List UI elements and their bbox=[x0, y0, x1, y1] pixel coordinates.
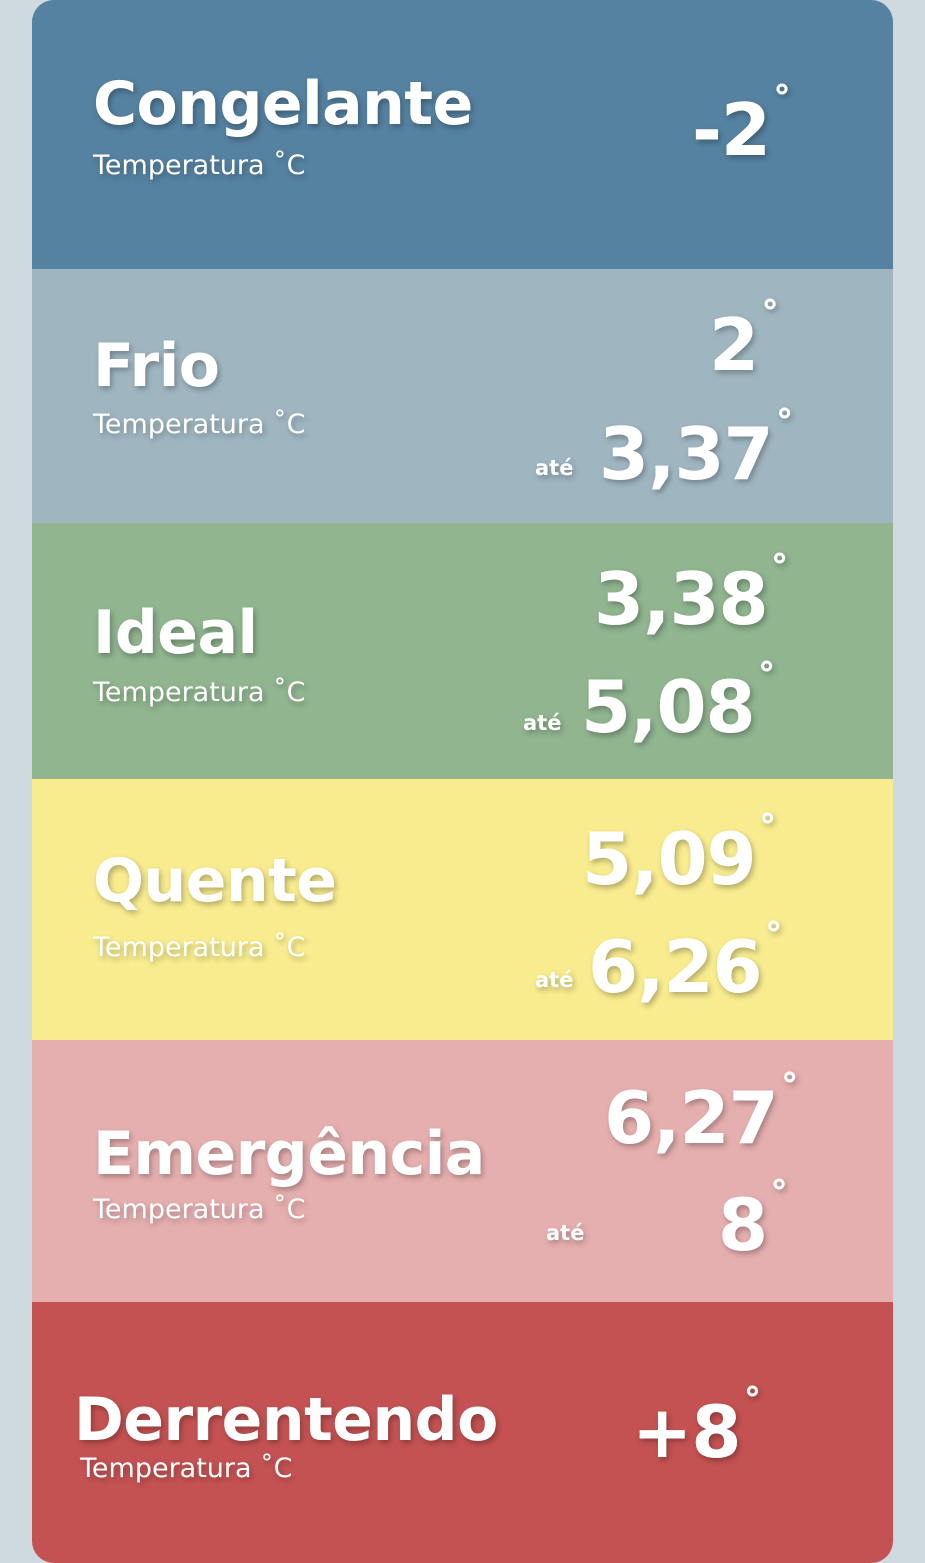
range-until-label: até bbox=[535, 456, 574, 480]
temperature-from: 3,38˚ bbox=[594, 552, 790, 641]
temperature-to: 8˚ bbox=[718, 1178, 789, 1267]
band-subtitle: Temperatura ˚C bbox=[93, 409, 306, 440]
band-subtitle: Temperatura ˚C bbox=[93, 932, 306, 963]
temperature-to: 3,37˚ bbox=[599, 407, 795, 496]
band-congelante: Congelante Temperatura ˚C -2˚ bbox=[32, 0, 893, 269]
band-subtitle: Temperatura ˚C bbox=[93, 677, 306, 708]
band-derrentendo: Derrentendo Temperatura ˚C +8˚ bbox=[32, 1302, 893, 1563]
band-title: Frio bbox=[93, 331, 220, 401]
range-until-label: até bbox=[523, 711, 562, 735]
temperature-scale-card: Congelante Temperatura ˚C -2˚ Frio Tempe… bbox=[32, 0, 893, 1563]
band-emergencia: Emergência Temperatura ˚C 6,27˚ até 8˚ bbox=[32, 1040, 893, 1302]
band-title: Congelante bbox=[93, 69, 473, 139]
temperature-to: 6,26˚ bbox=[588, 920, 784, 1009]
temperature-from: 6,27˚ bbox=[604, 1071, 800, 1160]
band-title: Quente bbox=[93, 846, 337, 916]
temperature-value: -2˚ bbox=[692, 83, 792, 172]
range-until-label: até bbox=[546, 1221, 585, 1245]
range-until-label: até bbox=[535, 968, 574, 992]
band-frio: Frio Temperatura ˚C 2˚ até 3,37˚ bbox=[32, 269, 893, 523]
temperature-to: 5,08˚ bbox=[581, 660, 777, 749]
band-title: Derrentendo bbox=[74, 1385, 498, 1455]
band-quente: Quente Temperatura ˚C 5,09˚ até 6,26˚ bbox=[32, 779, 893, 1040]
band-title: Ideal bbox=[93, 598, 258, 668]
band-subtitle: Temperatura ˚C bbox=[80, 1453, 293, 1484]
band-subtitle: Temperatura ˚C bbox=[93, 150, 306, 181]
temperature-value: +8˚ bbox=[632, 1385, 762, 1474]
temperature-from: 2˚ bbox=[709, 298, 780, 387]
temperature-from: 5,09˚ bbox=[582, 812, 778, 901]
band-ideal: Ideal Temperatura ˚C 3,38˚ até 5,08˚ bbox=[32, 523, 893, 779]
band-title: Emergência bbox=[93, 1119, 485, 1189]
band-subtitle: Temperatura ˚C bbox=[93, 1194, 306, 1225]
